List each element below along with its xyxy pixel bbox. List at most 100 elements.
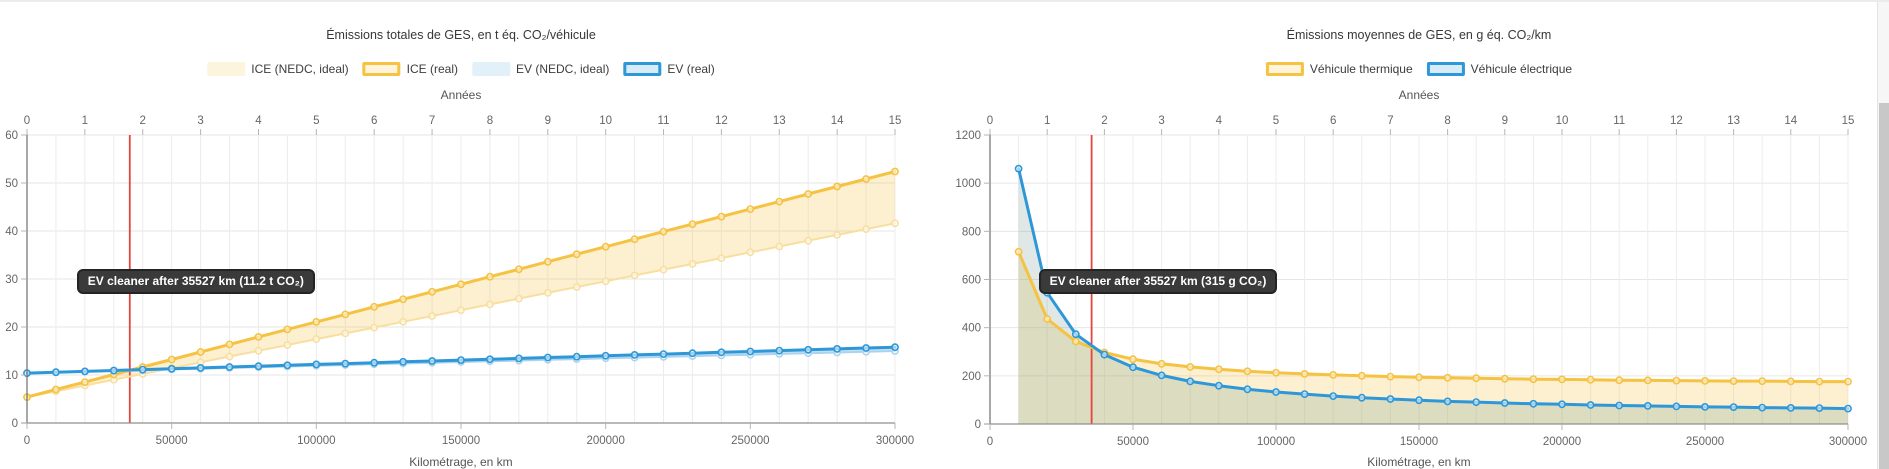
data-point-marker (543, 288, 552, 297)
data-point-marker (1529, 399, 1538, 408)
top-axis-tick-label: 3 (1158, 115, 1164, 127)
data-point-marker (138, 365, 147, 374)
legend-item-ice-nedc-ideal[interactable]: ICE (NEDC, ideal) (207, 62, 349, 76)
data-point-marker (1729, 403, 1738, 411)
y-axis-tick-label: 0 (975, 419, 981, 431)
data-point-marker (1844, 404, 1852, 413)
legend-item-ice-real[interactable]: ICE (real) (362, 62, 458, 76)
x-axis-tick-label: 50000 (156, 435, 188, 447)
top-axis-tick-label: 8 (487, 115, 493, 127)
data-point-marker (1815, 377, 1824, 386)
x-axis-tick-label: 300000 (876, 435, 914, 447)
data-point-marker (1643, 376, 1652, 385)
data-point-marker (254, 332, 263, 341)
data-point-marker (775, 197, 784, 206)
top-axis-tick-label: 5 (313, 115, 319, 127)
plot-area[interactable]: 0 1 2 3 4 5 6 7 8 9 10 11 12 13 14 150 50000 100000 150000… (940, 2, 1889, 469)
data-point-marker (1071, 337, 1080, 346)
data-point-marker (485, 300, 494, 309)
legend-item-vehicule-thermique[interactable]: Véhicule thermique (1265, 62, 1413, 76)
data-point-marker (457, 280, 465, 289)
x-axis-tick-label: 150000 (442, 435, 480, 447)
data-point-marker (1014, 164, 1023, 173)
data-point-marker (1615, 376, 1624, 385)
data-point-marker (81, 378, 89, 386)
data-point-marker (399, 357, 407, 366)
x-axis-tick-label: 50000 (1117, 436, 1149, 448)
top-axis-tick-label: 9 (545, 115, 551, 127)
top-axis-tick-label: 4 (1216, 115, 1223, 127)
data-point-marker (225, 352, 234, 361)
data-point-marker (746, 205, 755, 213)
data-point-marker (891, 219, 899, 228)
data-point-marker (225, 340, 234, 349)
legend-item-vehicule-electrique[interactable]: Véhicule électrique (1426, 62, 1573, 76)
top-axis-tick-label: 9 (1502, 115, 1508, 127)
plot-area[interactable]: 0 1 2 3 4 5 6 7 8 9 10 11 12 13 14 150 50000 100000 150000… (0, 2, 940, 469)
data-point-marker (543, 257, 552, 266)
data-point-marker (457, 306, 465, 315)
top-axis-tick-label: 6 (1330, 115, 1336, 127)
data-point-marker (1043, 315, 1052, 323)
data-point-marker (572, 250, 581, 259)
data-point-marker (572, 283, 581, 291)
data-point-marker (804, 236, 813, 245)
data-point-marker (601, 351, 610, 360)
total-emissions-chart: Émissions totales de GES, en t éq. CO₂/v… (0, 2, 940, 469)
data-point-marker (1071, 330, 1080, 339)
data-point-marker (1329, 370, 1338, 379)
x-axis-title: Kilométrage, en km (409, 455, 513, 469)
data-point-marker (370, 358, 379, 367)
data-point-marker (1529, 375, 1538, 384)
x-axis-tick-label: 150000 (1400, 436, 1438, 448)
data-point-marker (630, 271, 639, 280)
data-point-marker (1729, 377, 1738, 385)
data-point-marker (862, 225, 870, 233)
data-point-marker (312, 360, 321, 369)
data-point-marker (1300, 390, 1309, 398)
y-axis-tick-label: 800 (962, 226, 981, 238)
scrollbar-thumb[interactable] (1879, 103, 1889, 469)
chart-title: Émissions totales de GES, en t éq. CO₂/v… (326, 28, 596, 42)
legend-item-ev-nedc-ideal[interactable]: EV (NEDC, ideal) (472, 62, 609, 76)
data-point-marker (457, 356, 465, 364)
data-point-marker (341, 329, 350, 338)
data-point-marker (804, 345, 813, 354)
legend-label: Véhicule électrique (1470, 62, 1573, 76)
y-axis-tick-label: 60 (5, 130, 18, 142)
legend-item-ev-real[interactable]: EV (real) (623, 62, 715, 76)
data-point-marker (283, 325, 292, 334)
y-axis-tick-label: 20 (5, 322, 18, 334)
data-point-marker (515, 265, 523, 274)
data-point-marker (1443, 397, 1452, 406)
data-point-marker (254, 346, 263, 355)
data-point-marker (1157, 359, 1166, 368)
top-axis-tick-label: 2 (140, 115, 146, 127)
annotation-tooltip: EV cleaner after 35527 km (11.2 t CO₂) (76, 269, 315, 294)
top-axis-tick-label: 11 (1613, 115, 1625, 127)
data-point-marker (601, 242, 610, 251)
data-point-marker (688, 259, 697, 268)
data-point-marker (1443, 373, 1452, 382)
data-point-marker (572, 352, 581, 361)
data-point-marker (775, 346, 784, 355)
data-point-marker (370, 323, 379, 332)
data-point-marker (1558, 400, 1566, 409)
data-point-marker (862, 344, 870, 352)
data-point-marker (52, 368, 60, 377)
series-line-1 (1017, 167, 1850, 411)
top-axis-tick-label: 11 (658, 115, 670, 127)
data-point-marker (1844, 377, 1852, 386)
legend-label: ICE (real) (406, 62, 458, 76)
data-point-marker (1386, 372, 1395, 381)
x-axis-tick-label: 0 (987, 436, 993, 448)
data-point-marker (746, 347, 755, 356)
x-axis-title: Kilométrage, en km (1367, 455, 1471, 469)
data-point-marker (1786, 377, 1795, 386)
x-axis-tick-label: 100000 (1257, 436, 1295, 448)
data-point-marker (515, 294, 523, 303)
data-point-marker (1214, 365, 1223, 374)
data-point-marker (225, 363, 234, 371)
data-point-marker (1272, 388, 1280, 396)
x-axis-tick-label: 200000 (586, 435, 624, 447)
